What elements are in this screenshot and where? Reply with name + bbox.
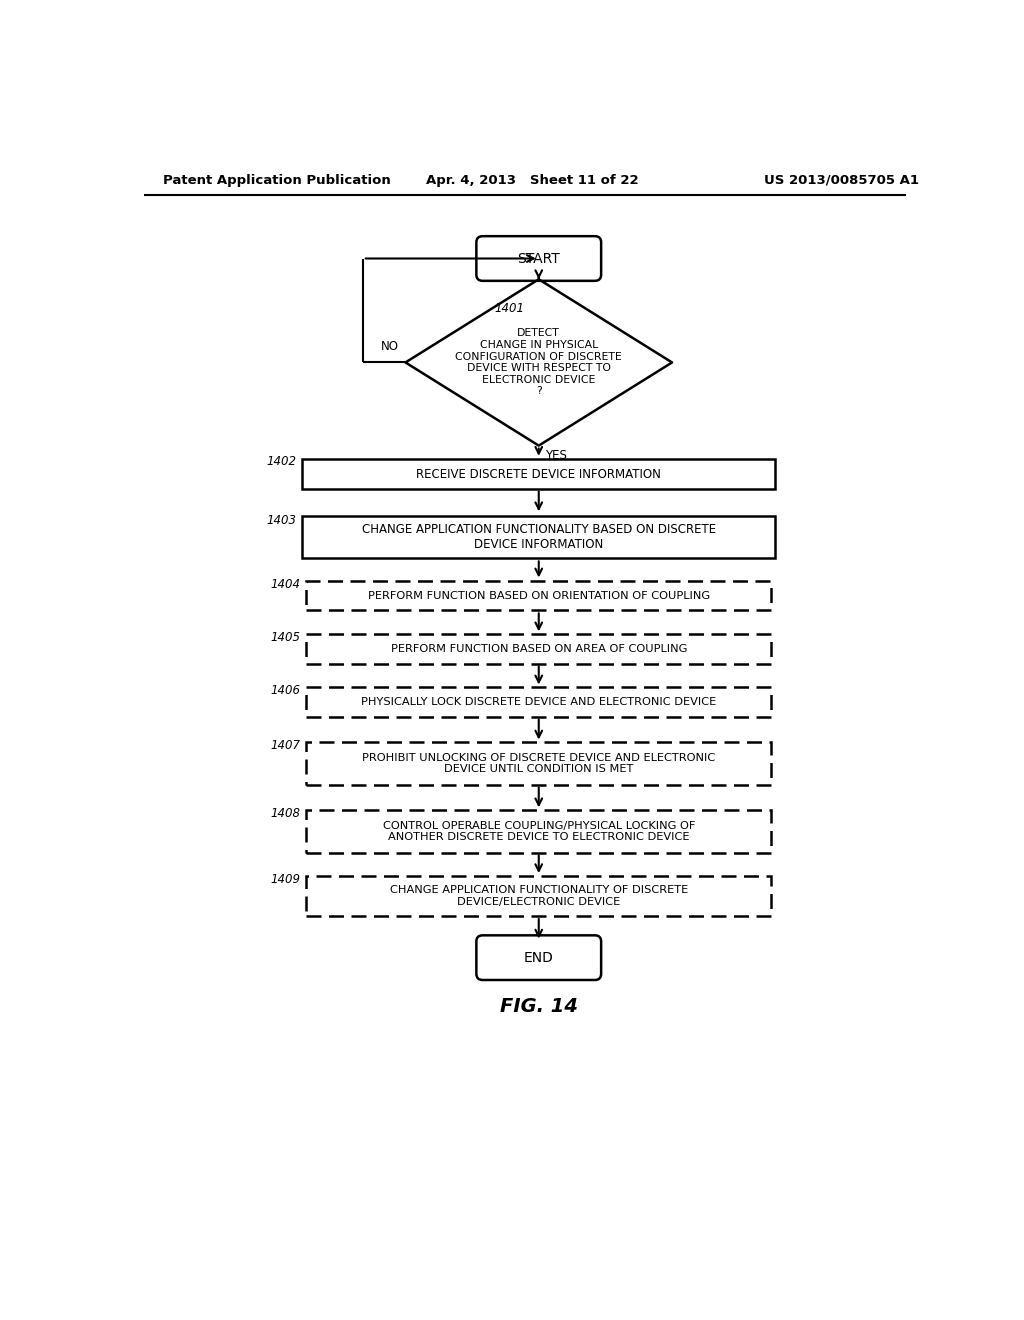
FancyBboxPatch shape bbox=[306, 688, 771, 717]
Text: 1408: 1408 bbox=[270, 807, 300, 820]
Text: PHYSICALLY LOCK DISCRETE DEVICE AND ELECTRONIC DEVICE: PHYSICALLY LOCK DISCRETE DEVICE AND ELEC… bbox=[361, 697, 717, 708]
Text: PERFORM FUNCTION BASED ON AREA OF COUPLING: PERFORM FUNCTION BASED ON AREA OF COUPLI… bbox=[390, 644, 687, 653]
FancyBboxPatch shape bbox=[476, 936, 601, 979]
Text: 1404: 1404 bbox=[270, 578, 300, 591]
Text: US 2013/0085705 A1: US 2013/0085705 A1 bbox=[764, 174, 919, 187]
Text: END: END bbox=[524, 950, 554, 965]
FancyBboxPatch shape bbox=[306, 581, 771, 610]
Text: 1409: 1409 bbox=[270, 873, 300, 886]
Text: RECEIVE DISCRETE DEVICE INFORMATION: RECEIVE DISCRETE DEVICE INFORMATION bbox=[417, 467, 662, 480]
Text: NO: NO bbox=[381, 341, 399, 354]
Text: START: START bbox=[517, 252, 560, 265]
Text: 1406: 1406 bbox=[270, 684, 300, 697]
Text: PROHIBIT UNLOCKING OF DISCRETE DEVICE AND ELECTRONIC
DEVICE UNTIL CONDITION IS M: PROHIBIT UNLOCKING OF DISCRETE DEVICE AN… bbox=[362, 752, 716, 775]
FancyBboxPatch shape bbox=[302, 516, 775, 558]
Text: Patent Application Publication: Patent Application Publication bbox=[163, 174, 390, 187]
FancyBboxPatch shape bbox=[476, 236, 601, 281]
Text: 1401: 1401 bbox=[495, 302, 524, 315]
Text: Apr. 4, 2013   Sheet 11 of 22: Apr. 4, 2013 Sheet 11 of 22 bbox=[426, 174, 639, 187]
Text: 1405: 1405 bbox=[270, 631, 300, 644]
Text: 1403: 1403 bbox=[266, 513, 296, 527]
Text: CHANGE APPLICATION FUNCTIONALITY BASED ON DISCRETE
DEVICE INFORMATION: CHANGE APPLICATION FUNCTIONALITY BASED O… bbox=[361, 523, 716, 552]
Text: 1407: 1407 bbox=[270, 739, 300, 752]
Text: PERFORM FUNCTION BASED ON ORIENTATION OF COUPLING: PERFORM FUNCTION BASED ON ORIENTATION OF… bbox=[368, 591, 710, 601]
FancyBboxPatch shape bbox=[306, 810, 771, 853]
FancyBboxPatch shape bbox=[306, 876, 771, 916]
FancyBboxPatch shape bbox=[306, 742, 771, 785]
Text: FIG. 14: FIG. 14 bbox=[500, 997, 578, 1016]
FancyBboxPatch shape bbox=[302, 459, 775, 488]
FancyBboxPatch shape bbox=[306, 635, 771, 664]
Text: YES: YES bbox=[545, 450, 567, 462]
Text: 1402: 1402 bbox=[266, 455, 296, 469]
Text: DETECT
CHANGE IN PHYSICAL
CONFIGURATION OF DISCRETE
DEVICE WITH RESPECT TO
ELECT: DETECT CHANGE IN PHYSICAL CONFIGURATION … bbox=[456, 329, 623, 396]
Text: CONTROL OPERABLE COUPLING/PHYSICAL LOCKING OF
ANOTHER DISCRETE DEVICE TO ELECTRO: CONTROL OPERABLE COUPLING/PHYSICAL LOCKI… bbox=[383, 821, 695, 842]
Text: CHANGE APPLICATION FUNCTIONALITY OF DISCRETE
DEVICE/ELECTRONIC DEVICE: CHANGE APPLICATION FUNCTIONALITY OF DISC… bbox=[389, 886, 688, 907]
